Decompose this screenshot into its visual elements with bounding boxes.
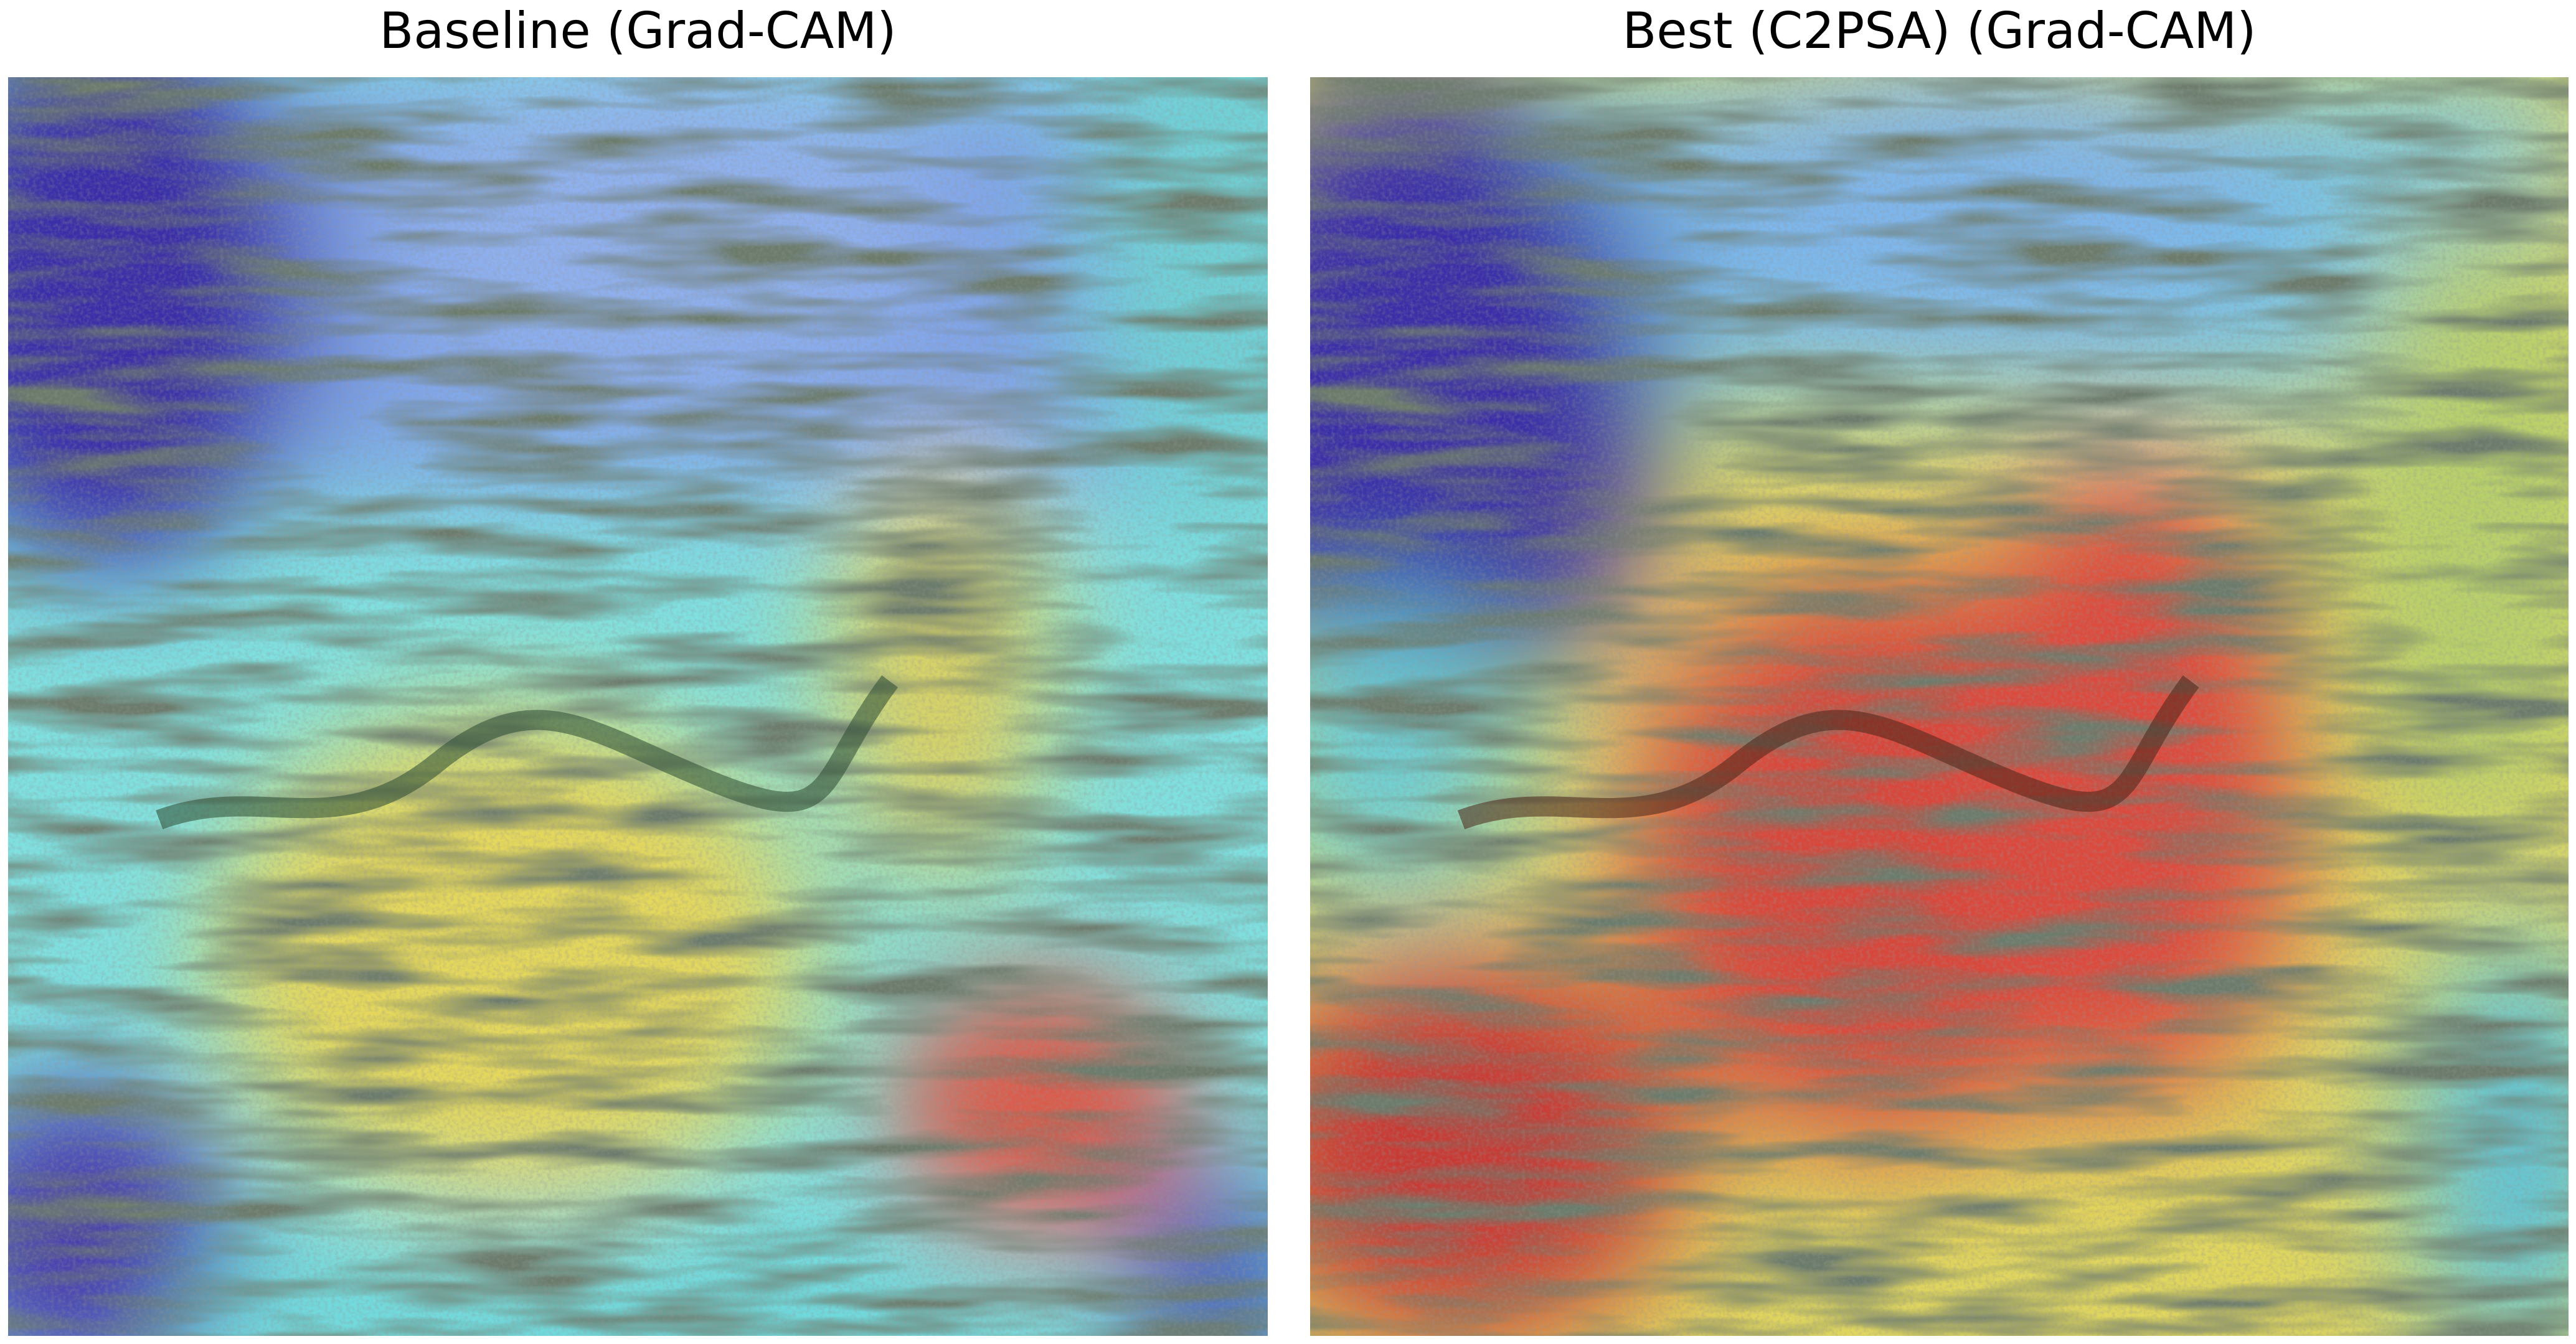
grad-cam-image-baseline — [8, 77, 1268, 1336]
panel-title-baseline: Baseline (Grad-CAM) — [379, 2, 897, 60]
heatmap-overlay-baseline — [8, 77, 1268, 1336]
panel-title-c2psa: Best (C2PSA) (Grad-CAM) — [1622, 2, 2257, 60]
grad-cam-image-c2psa — [1310, 77, 2569, 1336]
heatmap-overlay-c2psa — [1310, 77, 2569, 1336]
